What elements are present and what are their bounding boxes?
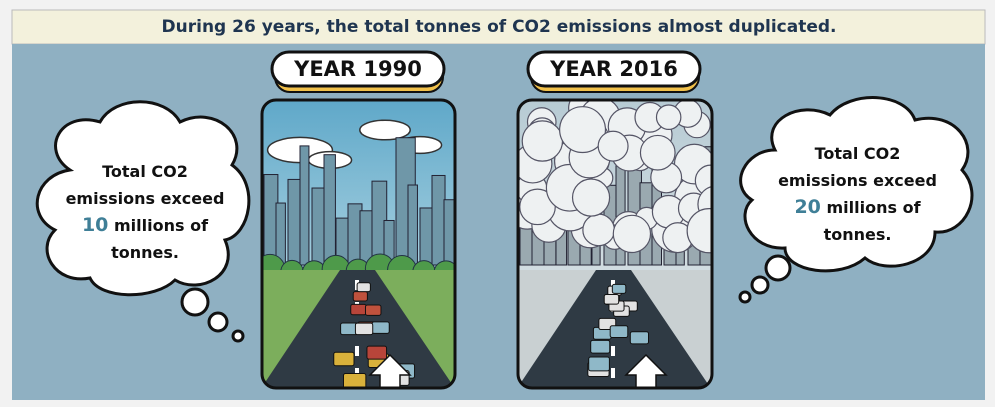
bubble-amount: 20 xyxy=(794,196,820,218)
car xyxy=(630,332,648,344)
building xyxy=(324,155,335,265)
car xyxy=(344,374,366,389)
bubble-lead: Total CO2 emissions exceed xyxy=(66,162,225,208)
smoke xyxy=(573,179,610,216)
bubble-text: Total CO2 emissions exceed 10 millions o… xyxy=(60,158,230,266)
lane-mark xyxy=(611,346,615,356)
bubble-amount: 10 xyxy=(82,214,108,236)
page: During 26 years, the total tonnes of CO2… xyxy=(0,0,995,407)
building xyxy=(408,185,417,265)
cloud xyxy=(360,120,410,140)
year-label: YEAR 1990 xyxy=(273,52,443,86)
bubble-text: Total CO2 emissions exceed 20 millions o… xyxy=(775,140,940,248)
year-label: YEAR 2016 xyxy=(529,52,699,86)
city-1990 xyxy=(255,100,460,390)
smoke xyxy=(640,135,675,170)
car xyxy=(351,304,366,314)
smoke xyxy=(522,121,562,161)
car xyxy=(589,357,610,371)
lane-mark xyxy=(611,368,615,378)
title: During 26 years, the total tonnes of CO2… xyxy=(14,12,984,42)
car xyxy=(610,326,628,338)
car xyxy=(591,340,610,353)
car xyxy=(353,292,367,301)
bubble-tail: millions of tonnes. xyxy=(824,198,921,244)
car xyxy=(357,283,370,292)
car xyxy=(604,294,618,304)
car xyxy=(372,322,389,333)
smoke xyxy=(656,105,680,129)
car xyxy=(334,352,354,365)
bubble-lead: Total CO2 emissions exceed xyxy=(778,144,937,190)
building xyxy=(288,179,301,265)
building xyxy=(432,175,445,265)
smoke xyxy=(598,131,628,161)
car xyxy=(355,323,372,335)
lane-mark xyxy=(355,346,359,356)
smoke xyxy=(613,215,650,252)
car xyxy=(367,346,387,359)
building xyxy=(276,203,285,265)
car xyxy=(365,305,381,315)
city-2016 xyxy=(507,91,734,390)
building xyxy=(300,146,309,265)
bubble-tail: millions of tonnes. xyxy=(111,216,208,262)
smoke xyxy=(583,214,615,246)
car xyxy=(612,284,625,293)
